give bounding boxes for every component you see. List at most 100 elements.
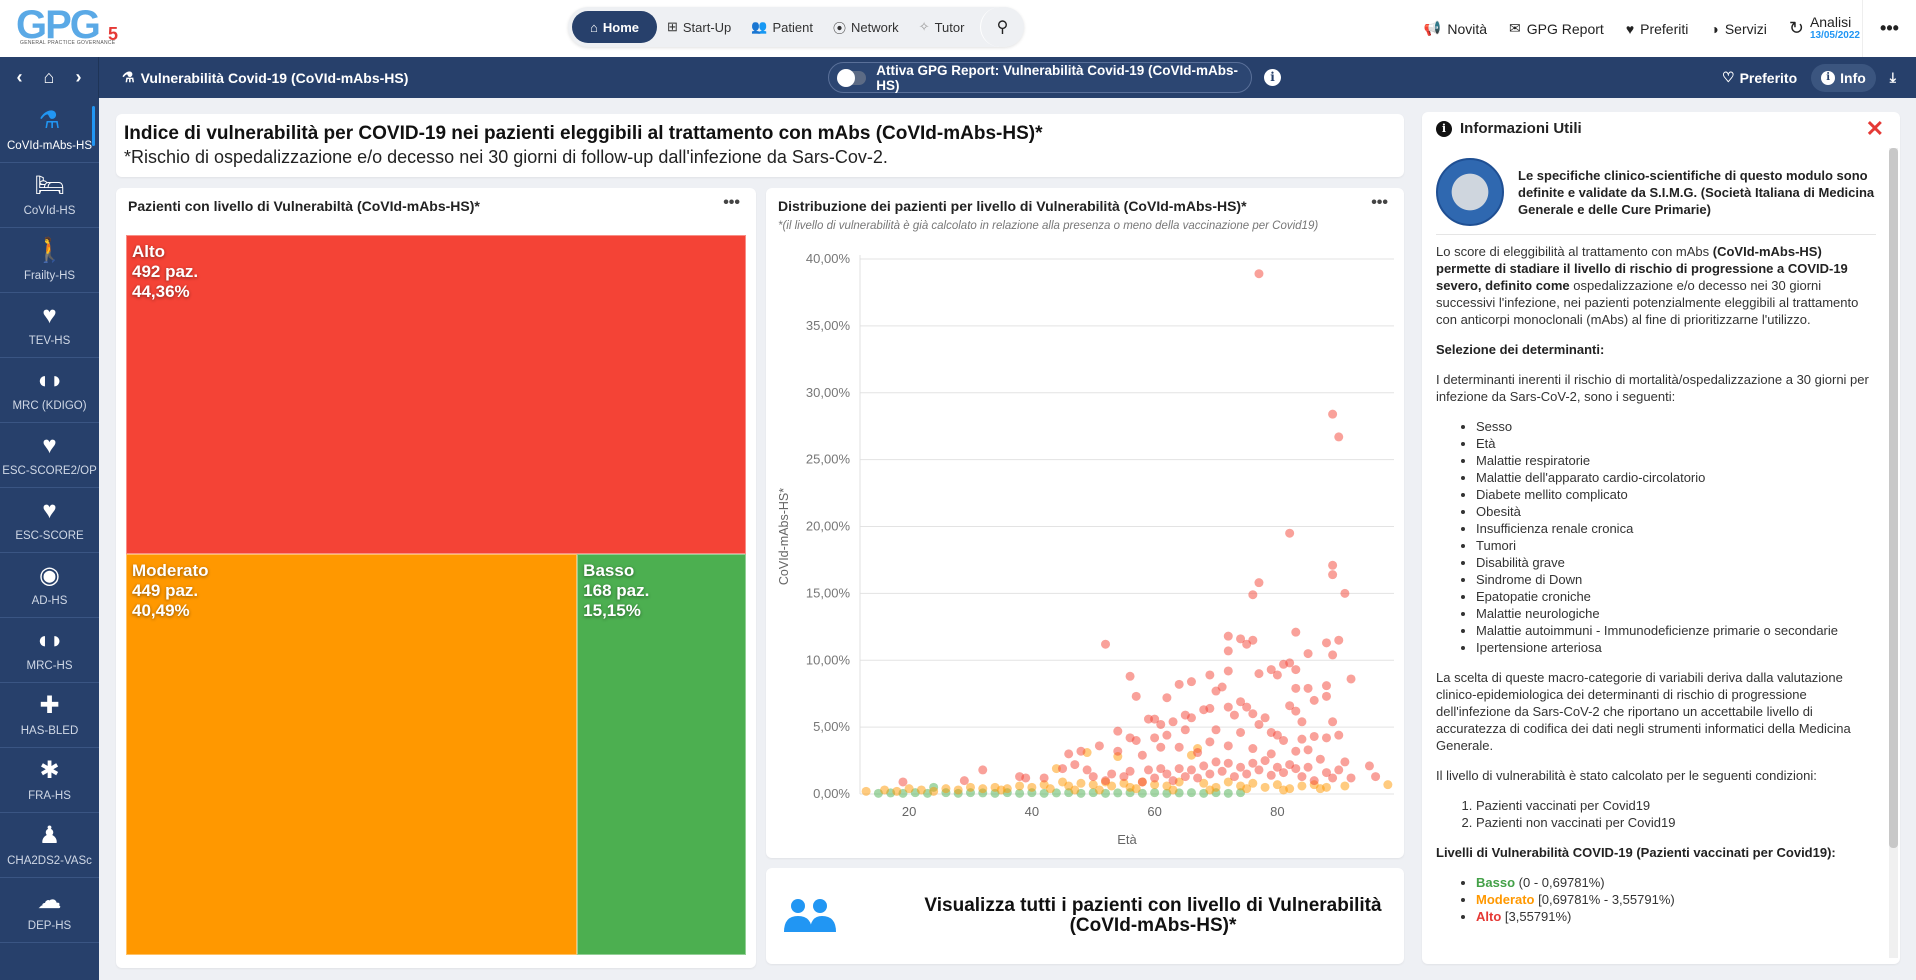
data-point-alto[interactable]	[1131, 736, 1141, 745]
data-point-alto[interactable]	[1272, 762, 1282, 772]
data-point-basso[interactable]	[1039, 788, 1049, 798]
data-point-alto[interactable]	[1223, 631, 1233, 641]
data-point-alto[interactable]	[1223, 666, 1233, 676]
data-point-alto[interactable]	[1193, 773, 1203, 783]
data-point-alto[interactable]	[1162, 693, 1172, 703]
data-point-alto[interactable]	[1328, 773, 1338, 783]
treemap-tile-alto[interactable]: Alto 492 paz. 44,36%	[126, 235, 746, 555]
data-point-alto[interactable]	[1321, 768, 1331, 778]
data-point-alto[interactable]	[1186, 713, 1196, 723]
data-point-alto[interactable]	[1254, 719, 1264, 729]
novita-button[interactable]: 📢 Novità	[1424, 20, 1487, 37]
data-point-alto[interactable]	[1297, 717, 1307, 727]
data-point-alto[interactable]	[978, 765, 988, 775]
info-button[interactable]: i Info	[1811, 63, 1876, 92]
data-point-alto[interactable]	[1125, 671, 1135, 681]
data-point-alto[interactable]	[1107, 769, 1117, 779]
data-point-alto[interactable]	[1236, 727, 1246, 737]
data-point-alto[interactable]	[1321, 691, 1331, 701]
sidebar-item-ad-hs[interactable]: ◉ AD-HS	[0, 553, 99, 618]
data-point-moderato[interactable]	[1248, 778, 1258, 788]
data-point-alto[interactable]	[1236, 762, 1246, 772]
data-point-alto[interactable]	[1254, 578, 1264, 588]
data-point-alto[interactable]	[1150, 733, 1160, 743]
data-point-alto[interactable]	[1272, 730, 1282, 740]
data-point-alto[interactable]	[1248, 744, 1258, 754]
data-point-basso[interactable]	[1137, 788, 1147, 798]
data-point-alto[interactable]	[1229, 772, 1239, 782]
data-point-alto[interactable]	[1150, 773, 1160, 783]
data-point-alto[interactable]	[1346, 674, 1356, 684]
info-scrollbar-thumb[interactable]	[1889, 148, 1898, 848]
data-point-alto[interactable]	[1217, 766, 1227, 776]
toggle-switch[interactable]	[837, 68, 867, 87]
data-point-alto[interactable]	[1334, 635, 1344, 645]
data-point-alto[interactable]	[1094, 741, 1104, 751]
data-point-alto[interactable]	[1156, 742, 1166, 752]
download-button[interactable]: ⤓	[1890, 69, 1896, 86]
data-point-alto[interactable]	[1168, 717, 1178, 727]
data-point-alto[interactable]	[1101, 776, 1111, 786]
data-point-alto[interactable]	[1309, 695, 1319, 705]
nav-network[interactable]: ⦿ Network	[823, 11, 909, 43]
info-icon[interactable]: i	[1264, 69, 1281, 86]
data-point-moderato[interactable]	[1383, 780, 1393, 790]
data-point-alto[interactable]	[1088, 772, 1098, 782]
data-point-alto[interactable]	[1143, 765, 1153, 775]
data-point-alto[interactable]	[1328, 650, 1338, 660]
data-point-alto[interactable]	[1303, 745, 1313, 755]
nav-tutor[interactable]: ✧ Tutor	[909, 11, 975, 43]
sidebar-item-has-bled[interactable]: ✚ HAS-BLED	[0, 683, 99, 748]
data-point-alto[interactable]	[1199, 761, 1209, 771]
sidebar-item-cha2ds2-vasc[interactable]: ♟ CHA2DS2-VASc	[0, 813, 99, 878]
gpg-report-button[interactable]: ✉ GPG Report	[1509, 20, 1604, 37]
data-point-alto[interactable]	[1371, 772, 1381, 782]
sidebar-item-covid-hs[interactable]: 🛏 CoVId-HS	[0, 163, 99, 228]
data-point-basso[interactable]	[1186, 788, 1196, 798]
data-point-alto[interactable]	[1285, 528, 1295, 538]
data-point-alto[interactable]	[1205, 769, 1215, 779]
data-point-moderato[interactable]	[929, 786, 939, 796]
data-point-alto[interactable]	[1272, 670, 1282, 680]
data-point-moderato[interactable]	[1150, 780, 1160, 790]
treemap-tile-moderato[interactable]: Moderato 449 paz. 40,49%	[126, 554, 578, 955]
data-point-alto[interactable]	[1266, 770, 1276, 780]
data-point-alto[interactable]	[1242, 702, 1252, 712]
data-point-alto[interactable]	[1119, 772, 1129, 782]
data-point-alto[interactable]	[1223, 758, 1233, 768]
data-point-moderato[interactable]	[1094, 785, 1104, 795]
data-point-moderato[interactable]	[1223, 777, 1233, 787]
data-point-moderato[interactable]	[861, 786, 871, 796]
data-point-alto[interactable]	[1340, 588, 1350, 598]
data-point-alto[interactable]	[1248, 590, 1258, 600]
data-point-alto[interactable]	[1334, 432, 1344, 442]
data-point-alto[interactable]	[1303, 683, 1313, 693]
scatter-menu-button[interactable]: •••	[1371, 194, 1388, 211]
data-point-moderato[interactable]	[1131, 784, 1141, 794]
data-point-alto[interactable]	[1315, 754, 1325, 764]
data-point-alto[interactable]	[1174, 764, 1184, 774]
data-point-alto[interactable]	[1174, 742, 1184, 752]
data-point-moderato[interactable]	[904, 784, 914, 794]
sidebar-item-esc-score2-op[interactable]: ♥ ESC-SCORE2/OP	[0, 423, 99, 488]
data-point-alto[interactable]	[1334, 730, 1344, 740]
data-point-alto[interactable]	[1328, 560, 1338, 570]
data-point-alto[interactable]	[1223, 741, 1233, 751]
data-point-alto[interactable]	[1340, 757, 1350, 767]
data-point-alto[interactable]	[1334, 765, 1344, 775]
data-point-alto[interactable]	[1303, 762, 1313, 772]
data-point-alto[interactable]	[1248, 635, 1258, 645]
nav-patient[interactable]: 👥 Patient	[741, 11, 823, 43]
data-point-alto[interactable]	[1156, 719, 1166, 729]
sidebar-item-frailty-hs[interactable]: 🚶 Frailty-HS	[0, 228, 99, 293]
data-point-moderato[interactable]	[978, 784, 988, 794]
data-point-alto[interactable]	[1291, 706, 1301, 716]
data-point-alto[interactable]	[1248, 758, 1258, 768]
data-point-alto[interactable]	[1211, 757, 1221, 767]
data-point-moderato[interactable]	[1279, 785, 1289, 795]
search-button[interactable]: ⚲	[980, 7, 1024, 47]
treemap-menu-button[interactable]: •••	[723, 194, 740, 211]
data-point-alto[interactable]	[1285, 701, 1295, 711]
data-point-alto[interactable]	[1303, 649, 1313, 659]
data-point-alto[interactable]	[1137, 750, 1147, 760]
